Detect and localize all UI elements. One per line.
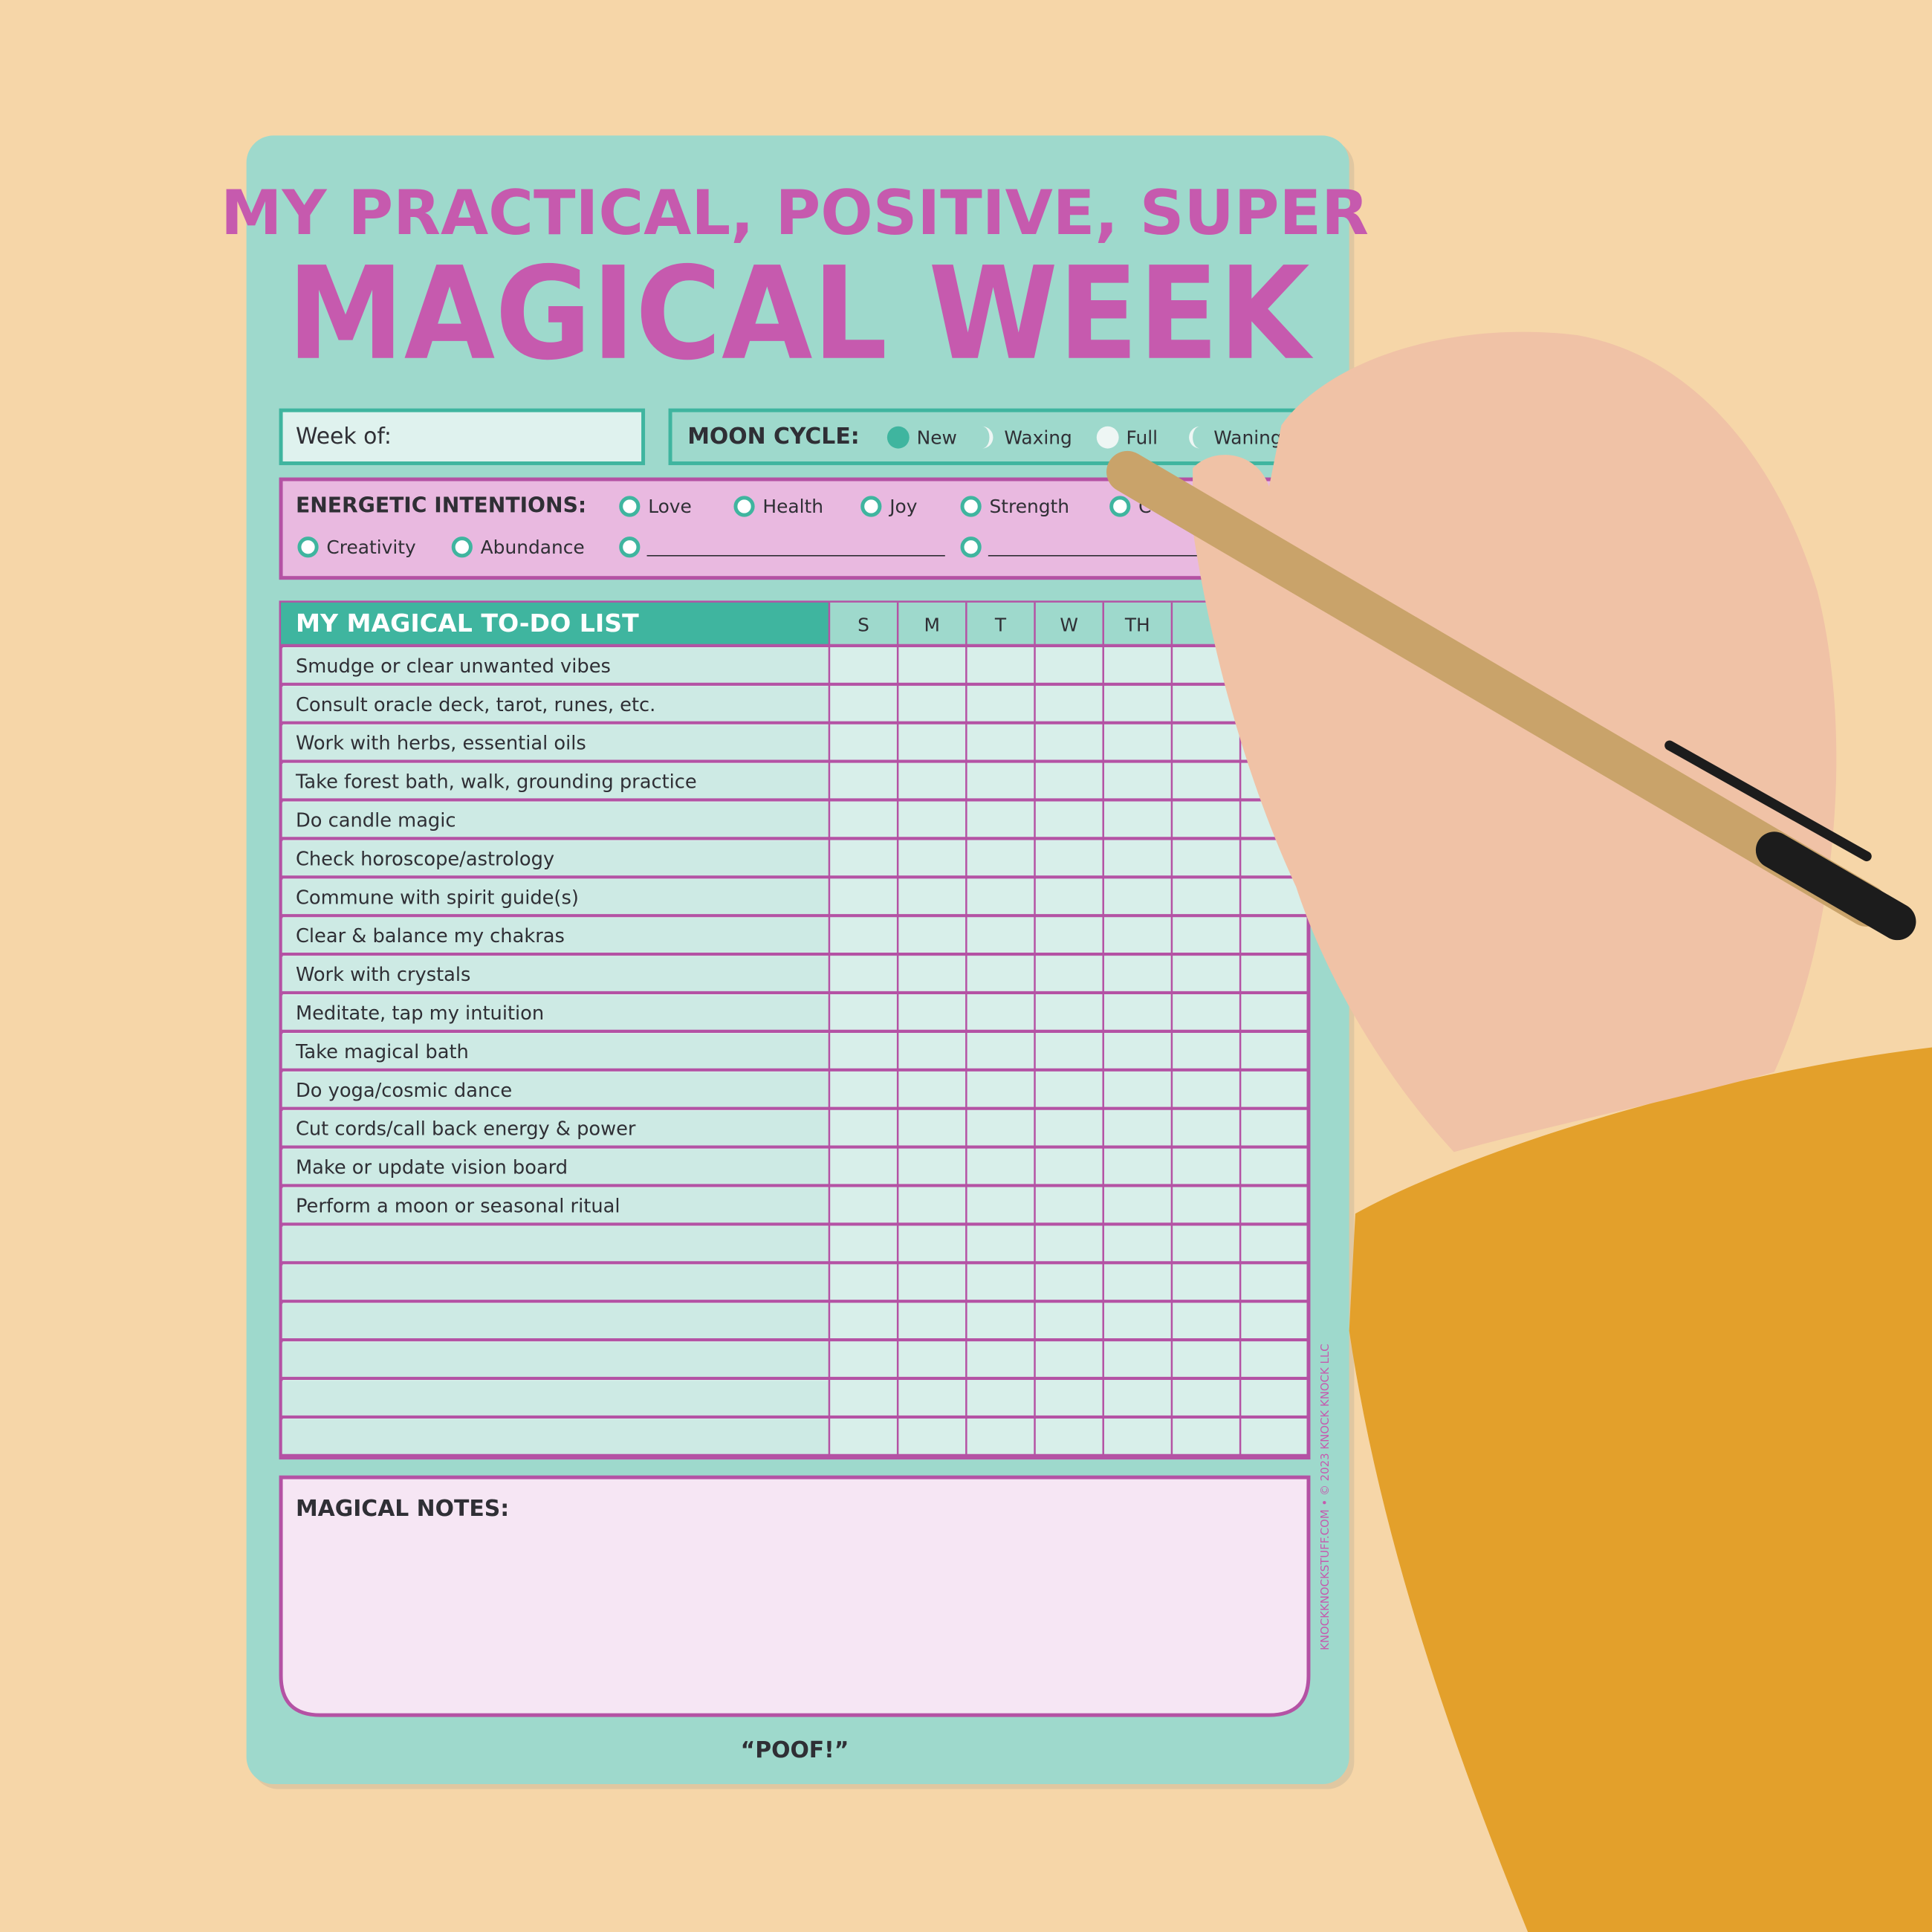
- radio: [733, 496, 755, 517]
- radio: [960, 537, 982, 558]
- todo-item: Clear & balance my chakras: [296, 925, 565, 947]
- title-line-2: MAGICAL WEEK: [287, 239, 1313, 389]
- day-header: M: [924, 614, 940, 635]
- intention-option: Joy: [888, 496, 917, 517]
- todo-item: Take magical bath: [295, 1041, 469, 1063]
- copyright: KNOCKKNOCKSTUFF.COM • © 2023 KNOCK KNOCK…: [1318, 1343, 1332, 1650]
- todo-item: Consult oracle deck, tarot, runes, etc.: [296, 694, 655, 716]
- row-shade: [282, 687, 829, 722]
- row-shade: [282, 1342, 829, 1378]
- radio: [451, 537, 473, 558]
- week-label: Week of:: [296, 424, 392, 450]
- day-header: TH: [1124, 614, 1150, 635]
- intentions-label: ENERGETIC INTENTIONS:: [296, 493, 586, 518]
- todo-item: Check horoscope/astrology: [296, 848, 554, 870]
- row-shade: [282, 648, 829, 684]
- intention-option: Creativity: [326, 537, 415, 558]
- radio: [860, 496, 882, 517]
- radio: [1109, 496, 1131, 517]
- intention-option: Abundance: [481, 537, 585, 558]
- row-shade: [282, 1303, 829, 1339]
- todo-item: Commune with spirit guide(s): [296, 886, 579, 909]
- intentions-box: [279, 477, 1311, 580]
- intention-option: Strength: [990, 496, 1070, 517]
- row-shade: [282, 1149, 829, 1184]
- row-shade: [282, 1187, 829, 1223]
- row-shade: [282, 879, 829, 915]
- week-box: [279, 408, 646, 465]
- row-shade: [282, 1265, 829, 1300]
- row-shade: [282, 1226, 829, 1262]
- radio: [960, 496, 982, 517]
- todo-item: Meditate, tap my intuition: [296, 1002, 544, 1025]
- moon-option: Full: [1127, 427, 1158, 448]
- radio: [619, 496, 641, 517]
- todo-title: MY MAGICAL TO-DO LIST: [296, 609, 639, 638]
- moon-label: MOON CYCLE:: [687, 424, 859, 450]
- notes-box: [279, 1475, 1311, 1717]
- todo-item: Make or update vision board: [296, 1157, 568, 1179]
- moon-icon: [1096, 426, 1119, 449]
- hand-and-pen: [1106, 331, 1932, 1932]
- todo-item: Cut cords/call back energy & power: [296, 1118, 636, 1141]
- day-header: S: [858, 614, 869, 635]
- radio: [619, 537, 641, 558]
- notes-label: MAGICAL NOTES:: [296, 1496, 509, 1522]
- row-shade: [282, 918, 829, 953]
- row-shade: [282, 1034, 829, 1069]
- moon-icon: [886, 426, 910, 449]
- todo-header: [281, 602, 829, 646]
- row-shade: [282, 1111, 829, 1146]
- todo-item: Smudge or clear unwanted vibes: [296, 655, 611, 678]
- row-shade: [282, 956, 829, 992]
- pen-clip: [1664, 740, 1872, 862]
- sweater: [1349, 1047, 1932, 1932]
- pen-cap: [1755, 832, 1916, 941]
- row-shade: [282, 840, 829, 876]
- title-line-1: MY PRACTICAL, POSITIVE, SUPER: [221, 177, 1369, 249]
- intention-option: Love: [648, 496, 692, 517]
- moon-icon: [1189, 426, 1201, 449]
- moon-icon: [982, 426, 993, 449]
- row-shade: [282, 763, 829, 799]
- todo-item: Work with herbs, essential oils: [296, 733, 586, 755]
- todo-item: Work with crystals: [296, 964, 470, 986]
- todo-item: Do yoga/cosmic dance: [296, 1080, 512, 1102]
- row-shade: [282, 724, 829, 760]
- moon-option: New: [917, 427, 957, 448]
- row-shade: [282, 1419, 829, 1455]
- row-shade: [282, 1381, 829, 1416]
- todo-item: Do candle magic: [296, 810, 456, 832]
- day-header: W: [1060, 614, 1078, 635]
- pen: [1106, 450, 1888, 927]
- todo-item: Perform a moon or seasonal ritual: [296, 1196, 620, 1218]
- row-shade: [282, 995, 829, 1031]
- radio: [297, 537, 319, 558]
- hand: [1193, 331, 1837, 1153]
- day-header: T: [994, 614, 1007, 635]
- todo-item: Take forest bath, walk, grounding practi…: [295, 771, 697, 794]
- row-shade: [282, 1072, 829, 1108]
- footer: “POOF!”: [741, 1737, 849, 1763]
- intention-option: Health: [762, 496, 823, 517]
- row-shade: [282, 802, 829, 837]
- moon-option: Waning: [1213, 427, 1282, 448]
- moon-option: Waxing: [1004, 427, 1072, 448]
